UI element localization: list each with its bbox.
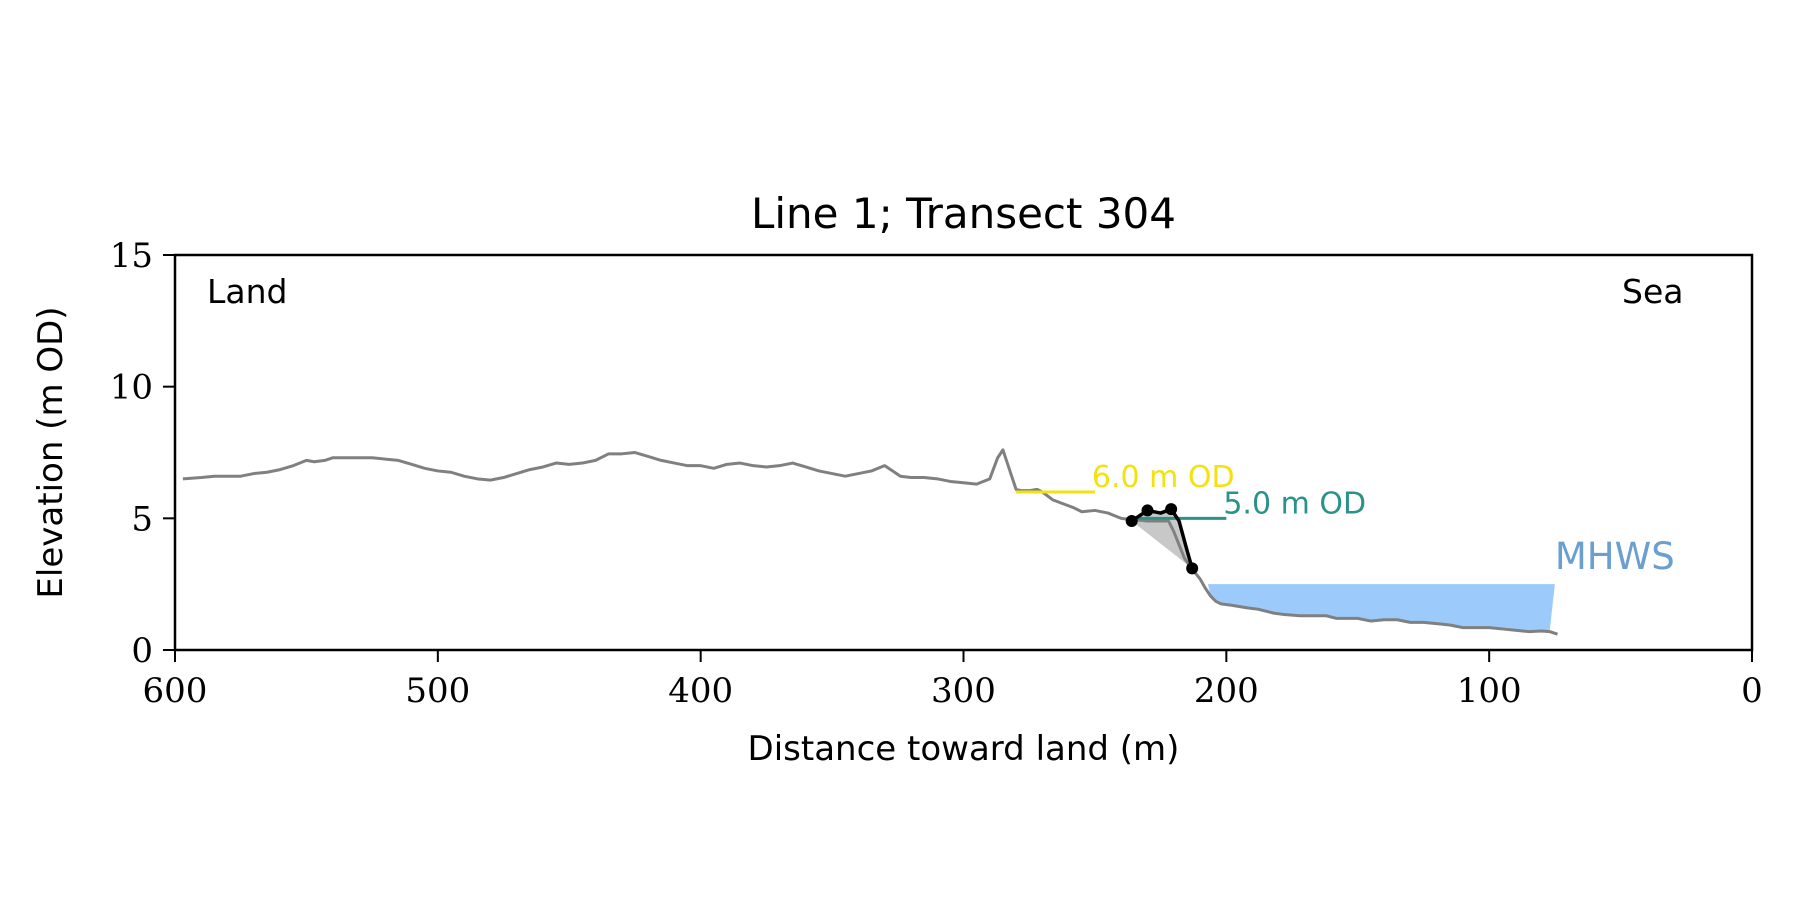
y-tick-label: 10 — [110, 368, 153, 408]
ref-line-label-0: 6.0 m OD — [1092, 460, 1235, 495]
cliff-point — [1141, 504, 1154, 517]
mhws-label: MHWS — [1555, 535, 1675, 578]
cliff-point — [1186, 562, 1199, 575]
x-tick-label: 0 — [1741, 671, 1763, 711]
x-tick-label: 200 — [1194, 671, 1259, 711]
profile-line — [182, 448, 1558, 636]
chart-title: Line 1; Transect 304 — [751, 189, 1176, 238]
annotation-land: Land — [207, 272, 287, 311]
x-tick-label: 100 — [1457, 671, 1522, 711]
cliff-point — [1125, 514, 1138, 527]
x-tick-label: 600 — [143, 671, 208, 711]
plot-area: 6.0 m OD5.0 m OD MHWS Land Sea — [182, 272, 1683, 636]
y-tick-label: 0 — [131, 631, 153, 671]
y-axis-label: Elevation (m OD) — [31, 306, 71, 598]
y-tick-label: 5 — [131, 499, 153, 539]
annotation-sea: Sea — [1622, 272, 1683, 311]
ref-line-label-1: 5.0 m OD — [1223, 486, 1366, 521]
mhws-water-area — [1207, 584, 1555, 632]
x-tick-label: 500 — [405, 671, 470, 711]
y-tick-label: 15 — [110, 236, 153, 276]
axes: 600 500 400 300 200 100 0 0 5 10 15 — [110, 236, 1763, 711]
x-axis-label: Distance toward land (m) — [748, 729, 1180, 769]
x-tick-label: 300 — [931, 671, 996, 711]
cliff-point — [1165, 503, 1178, 516]
x-tick-label: 400 — [668, 671, 733, 711]
cliff-fill — [1131, 509, 1193, 569]
